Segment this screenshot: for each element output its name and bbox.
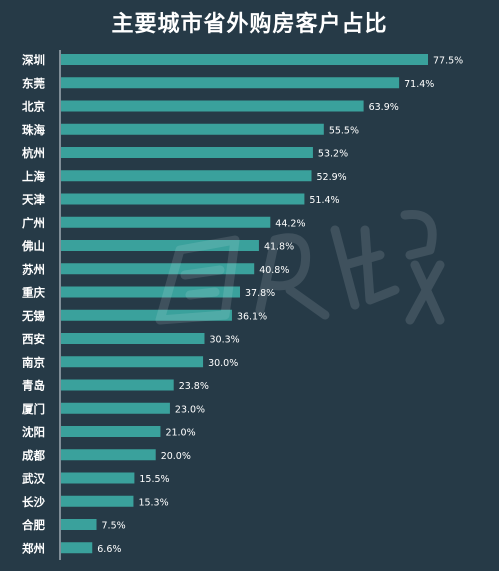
category-label: 上海 <box>22 169 45 183</box>
bar <box>61 402 170 414</box>
category-label: 无锡 <box>21 309 45 323</box>
value-label: 6.6% <box>97 544 121 555</box>
bar <box>61 286 241 298</box>
bar <box>61 379 174 391</box>
bar <box>61 309 232 321</box>
value-label: 37.8% <box>245 288 275 299</box>
value-label: 15.5% <box>139 474 169 485</box>
category-label: 成都 <box>22 448 45 462</box>
bar <box>61 147 313 158</box>
category-label: 西安 <box>22 332 45 346</box>
category-label: 武汉 <box>22 472 45 486</box>
bar <box>61 193 305 205</box>
bar <box>61 519 97 530</box>
bar <box>61 426 161 437</box>
bar <box>61 542 93 554</box>
value-label: 51.4% <box>309 195 339 206</box>
category-label: 重庆 <box>22 286 45 300</box>
value-label: 36.1% <box>237 311 267 322</box>
value-label: 23.0% <box>175 404 205 415</box>
value-label: 20.0% <box>161 451 191 462</box>
bar <box>61 449 156 461</box>
chart-title: 主要城市省外购房客户占比 <box>111 12 388 37</box>
bar <box>61 123 324 135</box>
bar <box>61 263 255 275</box>
bar <box>61 333 205 344</box>
category-label: 合肥 <box>22 518 45 532</box>
category-label: 深圳 <box>22 53 45 67</box>
bar <box>61 356 204 368</box>
bar <box>61 54 428 65</box>
value-label: 44.2% <box>275 218 305 229</box>
value-label: 52.9% <box>317 172 347 183</box>
value-label: 77.5% <box>433 56 463 67</box>
value-label: 21.0% <box>165 428 195 439</box>
bar <box>61 170 312 182</box>
value-label: 40.8% <box>259 265 289 276</box>
bar <box>61 240 259 251</box>
value-label: 23.8% <box>179 381 209 392</box>
category-label: 天津 <box>22 193 45 207</box>
category-label: 佛山 <box>21 239 45 253</box>
value-label: 55.5% <box>329 125 359 136</box>
value-label: 71.4% <box>404 79 434 90</box>
bar <box>61 100 364 112</box>
value-label: 7.5% <box>102 521 126 532</box>
value-label: 63.9% <box>369 102 399 113</box>
value-label: 53.2% <box>318 149 348 160</box>
category-label: 珠海 <box>22 123 45 137</box>
value-label: 41.8% <box>264 242 294 253</box>
category-label: 北京 <box>22 100 45 114</box>
category-label: 南京 <box>22 355 45 369</box>
category-label: 广州 <box>22 216 45 230</box>
category-label: 沈阳 <box>22 425 45 439</box>
bars-layer: 深圳 77.5% 东莞 71.4% 北京 63.9% 珠海 55.5% 杭州 53.2% 上海 52.… <box>21 53 463 555</box>
category-label: 东莞 <box>22 76 45 90</box>
bar <box>61 77 400 89</box>
category-label: 青岛 <box>22 379 45 393</box>
category-label: 长沙 <box>22 495 45 509</box>
value-label: 30.3% <box>209 335 239 346</box>
category-label: 杭州 <box>22 146 45 160</box>
value-label: 30.0% <box>208 358 238 369</box>
value-label: 15.3% <box>138 497 168 508</box>
bar <box>61 216 271 228</box>
category-label: 苏州 <box>22 262 45 276</box>
category-label: 郑州 <box>22 541 45 555</box>
category-label: 厦门 <box>22 402 45 416</box>
bar <box>61 472 135 484</box>
bar <box>61 495 134 507</box>
